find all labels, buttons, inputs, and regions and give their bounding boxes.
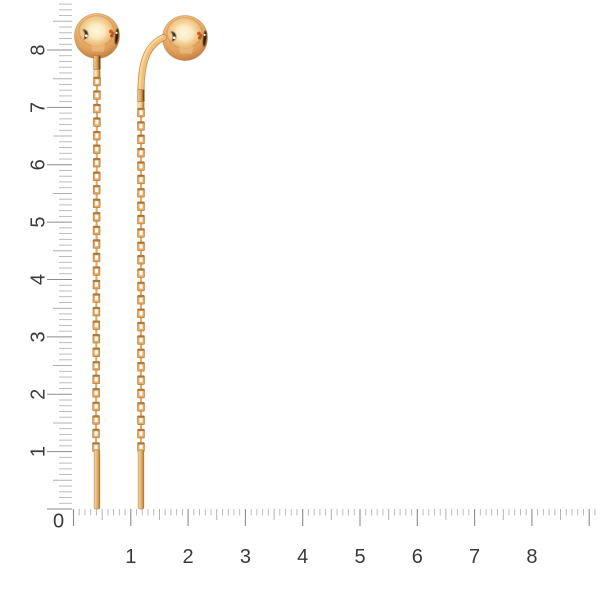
- svg-text:7: 7: [469, 546, 480, 568]
- svg-text:1: 1: [27, 446, 49, 457]
- svg-text:2: 2: [183, 546, 194, 568]
- svg-text:1: 1: [125, 546, 136, 568]
- svg-text:8: 8: [27, 44, 49, 55]
- svg-text:3: 3: [27, 331, 49, 342]
- svg-text:4: 4: [297, 546, 308, 568]
- svg-text:5: 5: [27, 217, 49, 228]
- svg-text:4: 4: [27, 274, 49, 285]
- svg-text:5: 5: [354, 546, 365, 568]
- svg-text:2: 2: [27, 389, 49, 400]
- svg-text:8: 8: [526, 546, 537, 568]
- svg-text:6: 6: [412, 546, 423, 568]
- svg-text:3: 3: [240, 546, 251, 568]
- svg-text:7: 7: [27, 102, 49, 113]
- svg-text:6: 6: [27, 159, 49, 170]
- svg-text:0: 0: [53, 510, 64, 532]
